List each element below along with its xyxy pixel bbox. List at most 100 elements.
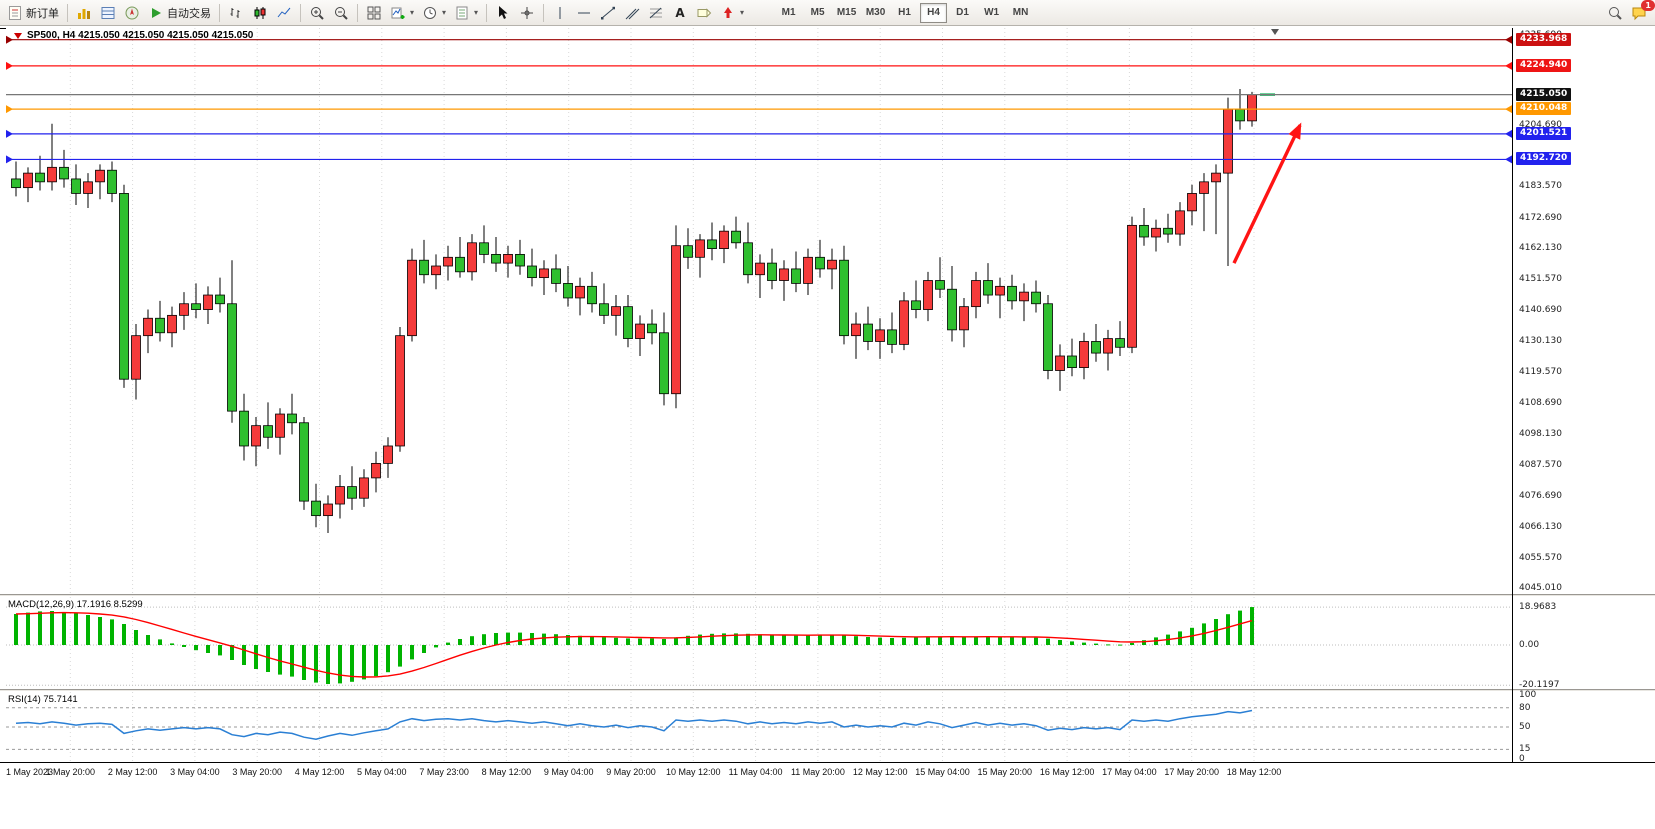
price-axis-tick: 4098.130 <box>1519 428 1562 439</box>
price-chart-canvas[interactable] <box>6 28 1512 594</box>
time-axis-label: 1 May 20:00 <box>45 767 96 777</box>
time-axis-label: 12 May 12:00 <box>852 767 908 777</box>
toolbar-separator <box>486 3 488 22</box>
price-badge: 4215.050 <box>1516 87 1572 101</box>
horizontal-line-button[interactable] <box>572 2 596 24</box>
candlestick-chart-icon <box>254 6 266 19</box>
macd-axis-tick: 18.9683 <box>1519 602 1557 613</box>
trend-arrow[interactable] <box>1232 124 1302 264</box>
tile-windows-button[interactable] <box>362 2 386 24</box>
navigator-icon <box>125 6 139 19</box>
time-axis-label: 15 May 20:00 <box>977 767 1033 777</box>
panel-splitter[interactable] <box>0 594 1655 597</box>
time-axis-label: 8 May 12:00 <box>481 767 532 777</box>
chevron-down-icon: ▾ <box>410 8 415 17</box>
price-axis-tick: 4151.570 <box>1519 273 1562 284</box>
time-axis-label: 9 May 04:00 <box>543 767 594 777</box>
data-window-button[interactable] <box>96 2 120 24</box>
line-chart-button[interactable] <box>272 2 296 24</box>
zoom-out-button[interactable] <box>329 2 353 24</box>
zoom-in-button[interactable] <box>305 2 329 24</box>
price-axis-tick: 4172.690 <box>1519 212 1562 223</box>
bar-chart-button[interactable] <box>224 2 248 24</box>
macd-axis: 18.9683 0.00 -20.1197 <box>1513 597 1655 690</box>
time-axis-label: 17 May 20:00 <box>1164 767 1219 777</box>
rsi-axis: 100 80 50 15 0 <box>1513 690 1655 764</box>
channel-button[interactable] <box>620 2 644 24</box>
new-order-icon <box>9 5 21 20</box>
periods-button[interactable]: ▾ <box>418 2 450 24</box>
time-axis-label: 5 May 04:00 <box>357 767 407 777</box>
line-end-marker <box>6 35 13 44</box>
price-axis[interactable]: 4235.6904204.6904183.5704172.6904162.130… <box>1513 28 1655 594</box>
market-watch-icon <box>78 8 90 19</box>
line-end-marker <box>6 105 13 114</box>
panel-splitter[interactable] <box>0 689 1655 692</box>
rsi-axis-tick: 15 <box>1519 744 1531 755</box>
new-order-label: 新订单 <box>26 7 59 20</box>
auto-trading-button[interactable]: 自动交易 <box>144 2 215 24</box>
macd-histogram <box>14 607 1254 684</box>
line-chart-icon <box>277 7 291 17</box>
timeframe-h4-button[interactable]: H4 <box>920 2 948 23</box>
navigator-button[interactable] <box>120 2 144 24</box>
rsi-line <box>15 709 1253 740</box>
time-axis-label: 2 May 12:00 <box>107 767 158 777</box>
toolbar-separator <box>300 3 301 22</box>
rsi-canvas[interactable] <box>6 692 1512 762</box>
timeframe-w1-button[interactable]: W1 <box>978 3 1005 23</box>
time-axis-label: 10 May 12:00 <box>666 767 721 777</box>
new-order-button[interactable]: 新订单 <box>3 2 63 24</box>
cursor-button[interactable] <box>491 2 515 24</box>
timeframe-m30-button[interactable]: M30 <box>862 3 889 23</box>
zoom-out-icon <box>335 6 348 20</box>
candlestick-chart-button[interactable] <box>248 2 272 24</box>
horizontal-line-icon <box>578 12 591 13</box>
price-badge: 4224.940 <box>1516 58 1572 72</box>
new-chart-icon <box>391 7 405 19</box>
time-axis-label: 17 May 04:00 <box>1102 767 1157 777</box>
text-button[interactable]: A <box>668 2 692 24</box>
crosshair-button[interactable] <box>515 2 539 24</box>
time-axis[interactable]: 1 May 2023 1 May 20:00 2 May 12:00 3 May 04… <box>0 763 1655 785</box>
timeframe-toolbar: M1 M5 M15 M30 H1 H4 D1 W1 MN <box>774 2 1035 23</box>
auto-trading-label: 自动交易 <box>167 7 211 20</box>
time-axis-label: 16 May 12:00 <box>1039 767 1095 777</box>
arrows-button[interactable]: ▾ <box>716 2 748 24</box>
chevron-down-icon: ▾ <box>442 8 447 17</box>
search-button[interactable] <box>1603 2 1627 24</box>
line-end-marker <box>1505 61 1512 70</box>
timeframe-m1-button[interactable]: M1 <box>775 3 802 23</box>
price-axis-tick: 4130.130 <box>1519 336 1562 347</box>
timeframe-m5-button[interactable]: M5 <box>804 3 831 23</box>
trendline-button[interactable] <box>596 2 620 24</box>
price-axis-tick: 4204.690 <box>1519 119 1562 130</box>
templates-button[interactable]: ▾ <box>450 2 482 24</box>
price-badge: 4233.968 <box>1516 32 1572 46</box>
fibonacci-button[interactable] <box>644 2 668 24</box>
time-axis-label: 18 May 12:00 <box>1226 767 1282 777</box>
vertical-line-button[interactable] <box>548 2 572 24</box>
rsi-axis-tick: 50 <box>1519 722 1531 732</box>
chart-shift-marker[interactable] <box>1271 29 1279 35</box>
toolbar-separator <box>543 3 545 22</box>
price-axis-tick: 4108.690 <box>1519 398 1562 409</box>
market-watch-button[interactable] <box>72 2 96 24</box>
timeframe-d1-button[interactable]: D1 <box>949 3 976 23</box>
timeframe-h1-button[interactable]: H1 <box>891 3 918 23</box>
cursor-icon <box>499 5 508 19</box>
text-label-button[interactable] <box>692 2 716 24</box>
price-axis-tick: 4045.010 <box>1519 583 1562 594</box>
line-end-marker <box>6 61 13 70</box>
zoom-in-icon <box>311 6 324 20</box>
line-end-marker <box>1505 35 1512 44</box>
timeframe-m15-button[interactable]: M15 <box>833 3 860 23</box>
svg-text:A: A <box>675 6 685 20</box>
macd-canvas[interactable] <box>6 597 1512 689</box>
line-end-marker <box>1505 155 1512 164</box>
timeframe-mn-button[interactable]: MN <box>1007 3 1034 23</box>
new-chart-button[interactable]: ▾ <box>386 2 418 24</box>
price-axis-tick: 4140.690 <box>1519 305 1562 316</box>
time-axis-label: 3 May 04:00 <box>170 767 220 777</box>
